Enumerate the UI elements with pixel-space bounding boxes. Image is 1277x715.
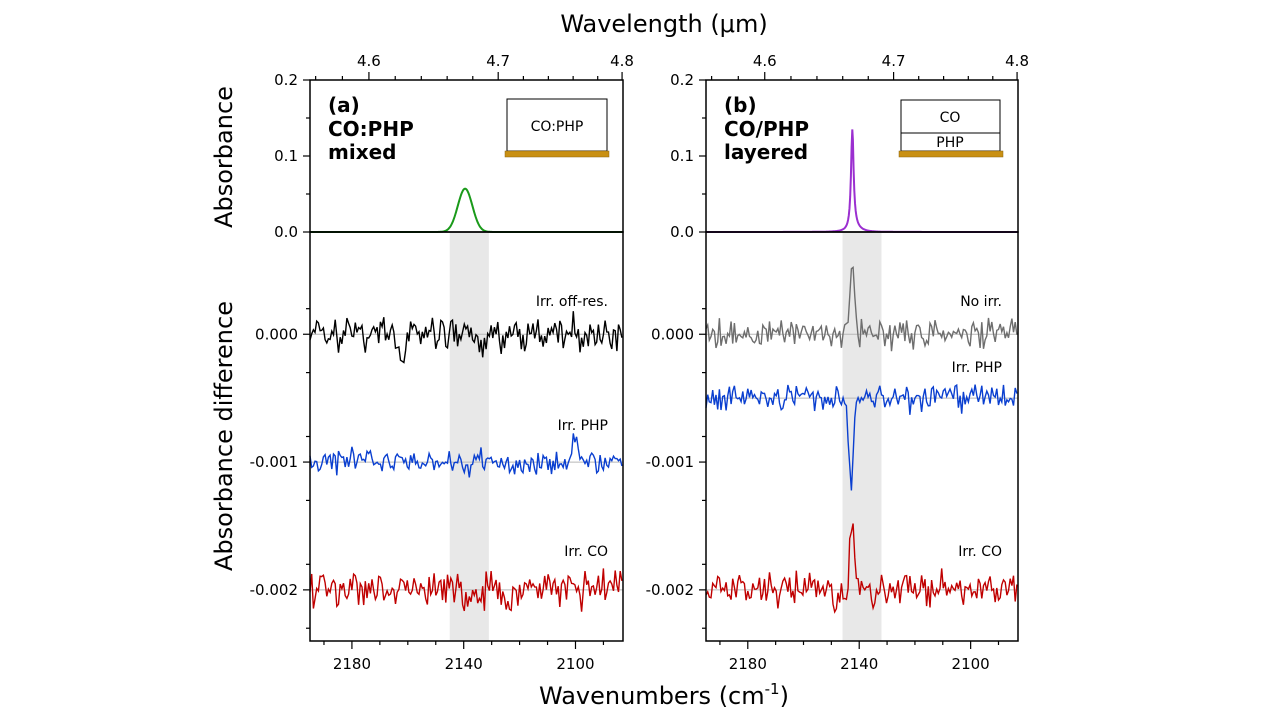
panel-b-x-tick-label-2: 2140 <box>840 655 878 673</box>
panel-b-top-y-tick-label-3: 0.2 <box>670 71 694 89</box>
panel-b-trace-label-2: Irr. PHP <box>952 360 1002 376</box>
panel-a-trace-labels: Irr. off-res. Irr. PHP Irr. CO <box>536 294 608 560</box>
panel-b-series-2-line <box>705 383 1018 491</box>
panel-b-title-line2: layered <box>724 140 808 164</box>
panel-a-inset: CO:PHP <box>504 98 610 158</box>
bottom-axis-title-main: Wavenumbers (cm <box>539 682 765 710</box>
top-y-axis-title: Absorbance <box>210 86 238 228</box>
panel-b-bottom-y-tick-label-1: 0.000 <box>651 325 694 343</box>
bottom-axis-title-sup: -1 <box>765 680 780 698</box>
panel-a-series-2-line <box>309 433 623 478</box>
bottom-y-axis-title: Absorbance difference <box>210 301 238 571</box>
panel-a-series-1-line <box>309 311 623 364</box>
panel-a: 2180 2140 2100 4.6 4.7 4.8 0.0 0.1 0.2 0.000 -0.00… <box>250 52 634 673</box>
panel-a-top-y-tick-label-2: 0.1 <box>274 147 298 165</box>
panel-b-series-1-line <box>705 266 1018 352</box>
panel-b-label: (b) <box>724 93 757 117</box>
panel-b-wl-tick-label-3: 4.8 <box>1005 52 1029 70</box>
panel-a-label: (a) <box>328 93 360 117</box>
panel-a-wl-tick-label-2: 4.7 <box>486 52 510 70</box>
panel-a-trace-label-3: Irr. CO <box>564 544 608 560</box>
panel-a-bottom-y-tick-label-2: -0.001 <box>250 453 298 471</box>
panel-a-trace-label-2: Irr. PHP <box>558 418 608 434</box>
panel-b-inset-bottom-label: PHP <box>936 135 963 151</box>
panel-b-bottom-y-tick-label-3: -0.002 <box>646 581 694 599</box>
panel-b-tick-labels: 2180 2140 2100 4.6 4.7 4.8 0.0 0.1 0.2 0.000 -0.00… <box>646 52 1029 673</box>
panel-b-x-tick-label-3: 2100 <box>952 655 990 673</box>
panel-b-trace-label-1: No irr. <box>960 294 1002 310</box>
panel-a-wl-tick-label-1: 4.6 <box>357 52 381 70</box>
panel-a-x-tick-label-1: 2180 <box>333 655 371 673</box>
panel-a-wl-tick-label-3: 4.8 <box>610 52 634 70</box>
panel-a-trace-label-1: Irr. off-res. <box>536 294 608 310</box>
bottom-axis-title: Wavenumbers (cm-1) <box>539 680 789 710</box>
panel-b: 2180 2140 2100 4.6 4.7 4.8 0.0 0.1 0.2 0.000 -0.00… <box>646 52 1029 673</box>
panel-a-bottom-y-tick-label-1: 0.000 <box>255 325 298 343</box>
panel-a-bottom-y-tick-label-3: -0.002 <box>250 581 298 599</box>
panel-b-ticks <box>699 72 1018 649</box>
panel-a-series-3-line <box>309 568 623 612</box>
panel-a-tick-labels: 2180 2140 2100 4.6 4.7 4.8 0.0 0.1 0.2 0.000 -0.00… <box>250 52 634 673</box>
panel-a-x-tick-label-3: 2100 <box>556 655 594 673</box>
panel-a-inset-sample <box>506 98 608 152</box>
panel-b-top-y-tick-label-1: 0.0 <box>670 223 694 241</box>
panel-b-inset-substrate <box>898 150 1004 158</box>
panel-b-inset-top-label: CO <box>940 110 961 126</box>
panel-b-wl-tick-label-1: 4.6 <box>753 52 777 70</box>
panel-b-x-tick-label-1: 2180 <box>729 655 767 673</box>
panel-a-absorbance-line <box>310 187 623 233</box>
panel-a-inset-substrate <box>504 150 610 158</box>
panel-a-shaded-band <box>449 232 489 641</box>
bottom-axis-title-close: ) <box>780 682 789 710</box>
panel-a-title-line1: CO:PHP <box>328 117 414 141</box>
panel-a-inset-sample-label: CO:PHP <box>531 119 584 135</box>
panel-a-title-line2: mixed <box>328 140 396 164</box>
panel-b-trace-labels: No irr. Irr. PHP Irr. CO <box>952 294 1002 560</box>
panel-b-bottom-y-tick-label-2: -0.001 <box>646 453 694 471</box>
panel-b-title-line1: CO/PHP <box>724 117 809 141</box>
panel-b-top-y-tick-label-2: 0.1 <box>670 147 694 165</box>
panel-b-inset-top-layer <box>900 99 1001 134</box>
panel-a-top-y-tick-label-1: 0.0 <box>274 223 298 241</box>
panel-b-series-3-line <box>705 523 1018 614</box>
panel-b-wl-tick-label-2: 4.7 <box>882 52 906 70</box>
panel-a-top-y-tick-label-3: 0.2 <box>274 71 298 89</box>
top-axis-title: Wavelength (μm) <box>560 10 767 38</box>
panel-b-trace-label-3: Irr. CO <box>958 544 1002 560</box>
panel-a-ticks <box>303 72 623 649</box>
panel-a-x-tick-label-2: 2140 <box>445 655 483 673</box>
panel-b-inset: CO PHP <box>898 99 1004 158</box>
